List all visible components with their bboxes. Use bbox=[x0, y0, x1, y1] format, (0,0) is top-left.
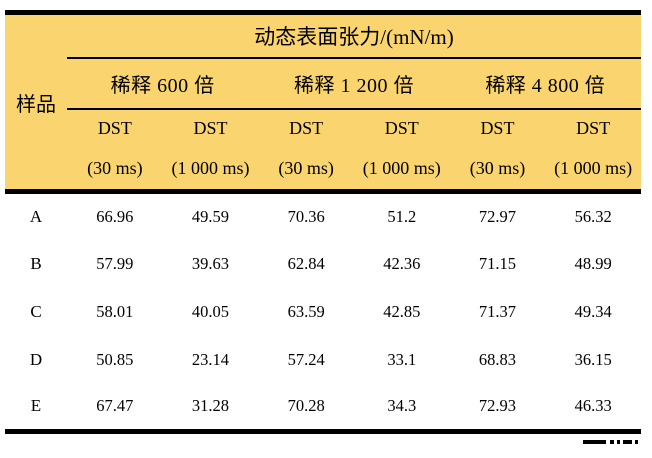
cell-value: 42.85 bbox=[383, 301, 421, 321]
sample-label: E bbox=[30, 396, 42, 416]
sample-label: A bbox=[29, 206, 43, 226]
table-header: 样品 动态表面张力/(mN/m) 稀释 600 倍 稀释 1 200 倍 稀释 … bbox=[5, 12, 641, 192]
cell-value: 42.36 bbox=[383, 253, 421, 273]
cell-value: 50.85 bbox=[96, 349, 134, 369]
cell-value: 34.3 bbox=[387, 396, 417, 416]
cell-value: 71.37 bbox=[478, 301, 517, 321]
scan-artifact-dashes bbox=[580, 439, 644, 445]
cell-value: 58.01 bbox=[96, 301, 134, 321]
subheader-dst-2: DST bbox=[193, 118, 228, 138]
dst-table: 样品 动态表面张力/(mN/m) 稀释 600 倍 稀释 1 200 倍 稀释 … bbox=[5, 10, 641, 434]
cell-value: 23.14 bbox=[191, 349, 230, 369]
subheader-ms-3: (30 ms) bbox=[278, 157, 334, 178]
subheader-ms-6: (1 000 ms) bbox=[554, 157, 633, 178]
sample-label: C bbox=[30, 301, 42, 321]
cell-value: 36.15 bbox=[574, 349, 612, 369]
table-row-d: D 50.85 23.14 57.24 33.1 68.83 36.15 bbox=[5, 336, 641, 384]
table-body: A 66.96 49.59 70.36 51.2 72.97 56.32 B 5… bbox=[5, 191, 641, 432]
sample-label: B bbox=[30, 253, 42, 273]
cell-value: 39.63 bbox=[191, 253, 230, 273]
cell-value: 72.97 bbox=[478, 206, 517, 226]
group-header-dilution-1200: 稀释 1 200 倍 bbox=[258, 57, 450, 110]
cell-value: 66.96 bbox=[96, 206, 134, 226]
cell-value: 62.84 bbox=[287, 253, 325, 273]
group-header-dilution-600: 稀释 600 倍 bbox=[67, 57, 259, 110]
cell-value: 57.24 bbox=[287, 349, 325, 369]
cell-value: 71.15 bbox=[478, 253, 517, 273]
cell-value: 31.28 bbox=[191, 396, 230, 416]
table-title: 动态表面张力/(mN/m) bbox=[67, 12, 641, 59]
table-row-b: B 57.99 39.63 62.84 42.36 71.15 48.99 bbox=[5, 240, 641, 288]
cell-value: 49.34 bbox=[574, 301, 612, 321]
subheader-ms-1: (30 ms) bbox=[87, 157, 143, 178]
subheader-dst-5: DST bbox=[480, 118, 515, 138]
cell-value: 51.2 bbox=[387, 206, 417, 226]
cell-value: 33.1 bbox=[387, 349, 417, 369]
subheader-ms-4: (1 000 ms) bbox=[362, 157, 441, 178]
cell-value: 70.36 bbox=[287, 206, 325, 226]
subheader-dst-1: DST bbox=[97, 118, 132, 138]
table-row-e: E 67.47 31.28 70.28 34.3 72.93 46.33 bbox=[5, 384, 641, 432]
cell-value: 70.28 bbox=[287, 396, 325, 416]
subheader-ms-2: (1 000 ms) bbox=[171, 157, 250, 178]
sample-column-header: 样品 bbox=[16, 93, 56, 116]
sample-label: D bbox=[29, 349, 43, 369]
cell-value: 40.05 bbox=[191, 301, 230, 321]
subheader-ms-5: (30 ms) bbox=[469, 157, 526, 178]
group-header-dilution-4800: 稀释 4 800 倍 bbox=[449, 57, 641, 110]
cell-value: 46.33 bbox=[574, 396, 612, 416]
subheader-dst-3: DST bbox=[289, 118, 324, 138]
subheader-dst-6: DST bbox=[576, 118, 611, 138]
subheader-dst-4: DST bbox=[384, 118, 419, 138]
table-row-c: C 58.01 40.05 63.59 42.85 71.37 49.34 bbox=[5, 288, 641, 336]
cell-value: 56.32 bbox=[574, 206, 612, 226]
cell-value: 49.59 bbox=[191, 206, 230, 226]
cell-value: 48.99 bbox=[574, 253, 612, 273]
table-row-a: A 66.96 49.59 70.36 51.2 72.97 56.32 bbox=[5, 192, 641, 240]
cell-value: 67.47 bbox=[96, 396, 134, 416]
cell-value: 63.59 bbox=[287, 301, 325, 321]
cell-value: 72.93 bbox=[478, 396, 517, 416]
cell-value: 68.83 bbox=[478, 349, 517, 369]
cell-value: 57.99 bbox=[96, 253, 134, 273]
